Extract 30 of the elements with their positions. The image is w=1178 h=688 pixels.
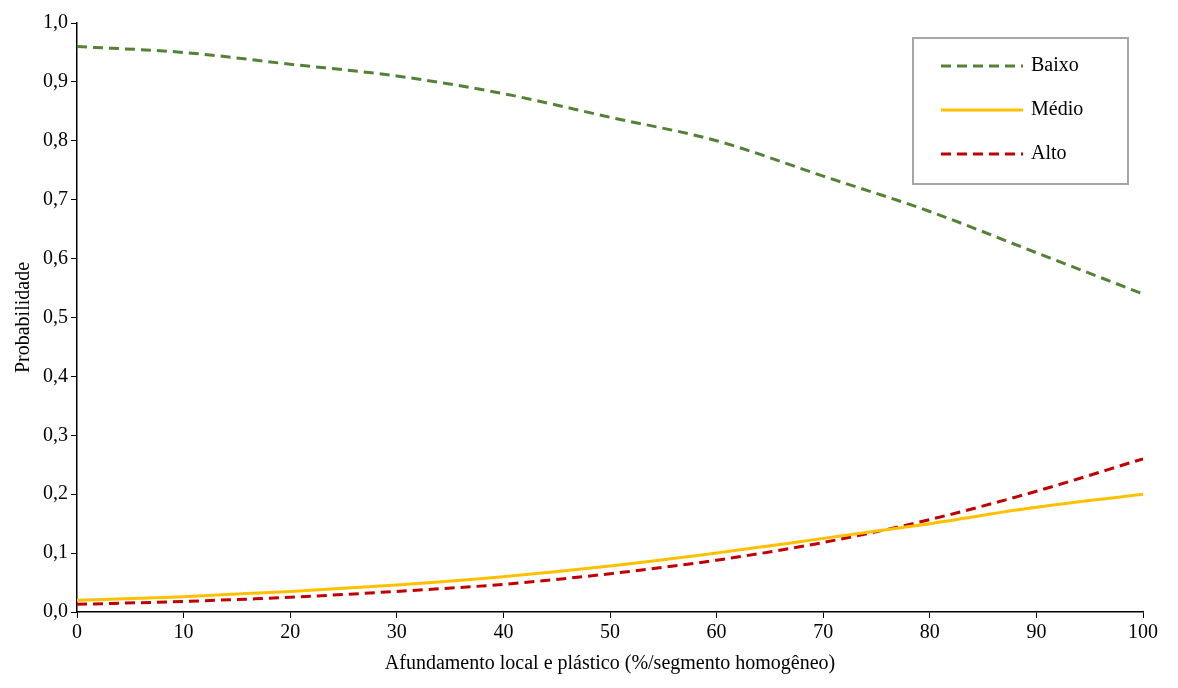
- x-tick-label: 100: [1128, 620, 1158, 643]
- y-tick-label: 0,7: [43, 186, 68, 209]
- y-axis-title: Probabilidade: [11, 261, 34, 374]
- x-tick-label: 80: [919, 620, 940, 643]
- x-tick-label: 40: [493, 620, 514, 643]
- line-series: [77, 492, 1143, 602]
- line-series: [77, 457, 1143, 606]
- x-axis-title: Afundamento local e plástico (%/segmento homogêneo): [384, 651, 836, 675]
- y-tick-label: 0,4: [43, 363, 68, 386]
- x-tick-label: 10: [173, 620, 194, 643]
- x-tick-label: 70: [813, 620, 834, 643]
- x-tick-label: 90: [1026, 620, 1047, 643]
- legend-label: Médio: [1031, 97, 1084, 120]
- legend-label: Baixo: [1031, 53, 1079, 76]
- x-tick-label: 0: [72, 620, 82, 643]
- y-tick-label: 0,9: [43, 69, 68, 92]
- y-tick-label: 1,0: [43, 10, 68, 33]
- y-tick-label: 0,5: [43, 304, 68, 327]
- y-tick-label: 0,8: [43, 128, 68, 151]
- x-tick-label: 60: [706, 620, 727, 643]
- x-tick-label: 30: [386, 620, 407, 643]
- y-tick-label: 0,0: [43, 599, 68, 622]
- legend-label: Alto: [1031, 141, 1067, 164]
- y-tick-label: 0,1: [43, 540, 68, 563]
- x-tick-label: 20: [280, 620, 301, 643]
- y-tick-label: 0,3: [43, 422, 68, 445]
- y-tick-label: 0,2: [43, 481, 68, 504]
- line-series: [77, 45, 1143, 296]
- x-tick-label: 50: [600, 620, 620, 643]
- y-tick-label: 0,6: [43, 245, 68, 268]
